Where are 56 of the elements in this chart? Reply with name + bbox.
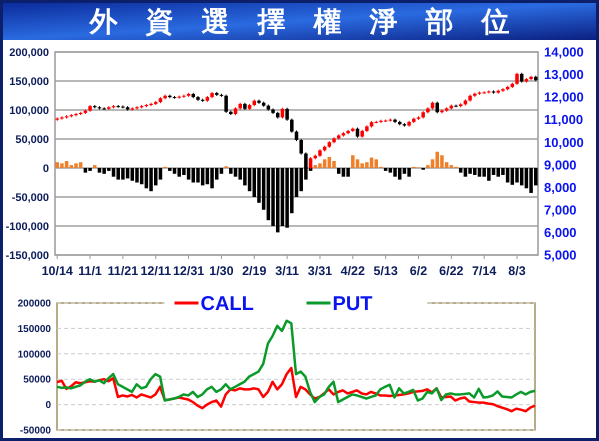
- candlestick: [356, 127, 360, 138]
- x-tick-label: 1/30: [209, 264, 234, 278]
- y-tick-label: -50000: [20, 426, 52, 436]
- y2-tick-label: 7,000: [544, 202, 577, 218]
- x-tick-label: 6/22: [439, 264, 464, 278]
- x-tick-label: 12/31: [172, 264, 204, 278]
- bar: [93, 165, 97, 168]
- line-series: [56, 320, 536, 404]
- candlestick: [290, 118, 294, 134]
- y-tick-label: 50000: [23, 374, 52, 386]
- y2-tick-label: 8,000: [544, 180, 577, 195]
- y-tick-label: 150000: [18, 324, 52, 335]
- candlestick: [224, 94, 228, 114]
- x-tick-label: 12/11: [140, 264, 172, 278]
- x-tick-label: 7/14: [472, 264, 496, 278]
- y-tick-label: -50,000: [12, 192, 49, 204]
- candlestick: [515, 72, 519, 86]
- x-tick-label: 5/13: [373, 264, 398, 278]
- candlestick: [294, 130, 298, 142]
- x-tick-label: 8/3: [508, 264, 526, 278]
- y-tick-label: 150,000: [9, 76, 49, 88]
- x-tick-label: 6/2: [410, 264, 428, 278]
- x-tick-label: 2/19: [242, 264, 266, 278]
- y-tick-label: 100000: [18, 349, 52, 360]
- x-tick-label: 4/22: [340, 264, 366, 278]
- y-tick-label: 0: [42, 162, 49, 175]
- y2-tick-label: 5,000: [544, 248, 577, 263]
- y-tick-label: 50,000: [15, 134, 49, 146]
- candlestick: [520, 72, 524, 84]
- x-tick-label: 11/1: [78, 264, 102, 278]
- legend-label: PUT: [332, 293, 372, 315]
- y2-tick-label: 6,000: [544, 224, 577, 240]
- x-tick-label: 3/11: [275, 264, 299, 278]
- legend-label: CALL: [200, 293, 254, 315]
- y2-tick-label: 10,000: [544, 134, 584, 150]
- y2-tick-label: 9,000: [544, 157, 577, 172]
- x-tick-label: 10/14: [42, 264, 73, 278]
- chart-title: 外資選擇權淨部位: [88, 6, 538, 37]
- y-tick-label: -100,000: [6, 220, 49, 233]
- candlestick: [285, 107, 289, 122]
- candlestick: [299, 138, 303, 156]
- y2-tick-label: 13,000: [544, 67, 584, 82]
- x-tick-label: 11/21: [108, 264, 138, 278]
- y-tick-label: 200,000: [9, 46, 49, 59]
- y-tick-label: -150,000: [6, 250, 49, 262]
- y2-tick-label: 14,000: [544, 44, 584, 60]
- y-tick-label: 0: [45, 400, 52, 412]
- y-tick-label: 100,000: [9, 104, 49, 117]
- y-tick-label: 200000: [18, 298, 52, 310]
- bar: [314, 165, 318, 168]
- bar: [435, 152, 440, 168]
- x-tick-label: 3/31: [308, 264, 332, 278]
- candlestick: [435, 101, 440, 114]
- y2-tick-label: 12,000: [544, 90, 584, 105]
- candlestick: [280, 107, 284, 120]
- y2-tick-label: 11,000: [544, 112, 584, 128]
